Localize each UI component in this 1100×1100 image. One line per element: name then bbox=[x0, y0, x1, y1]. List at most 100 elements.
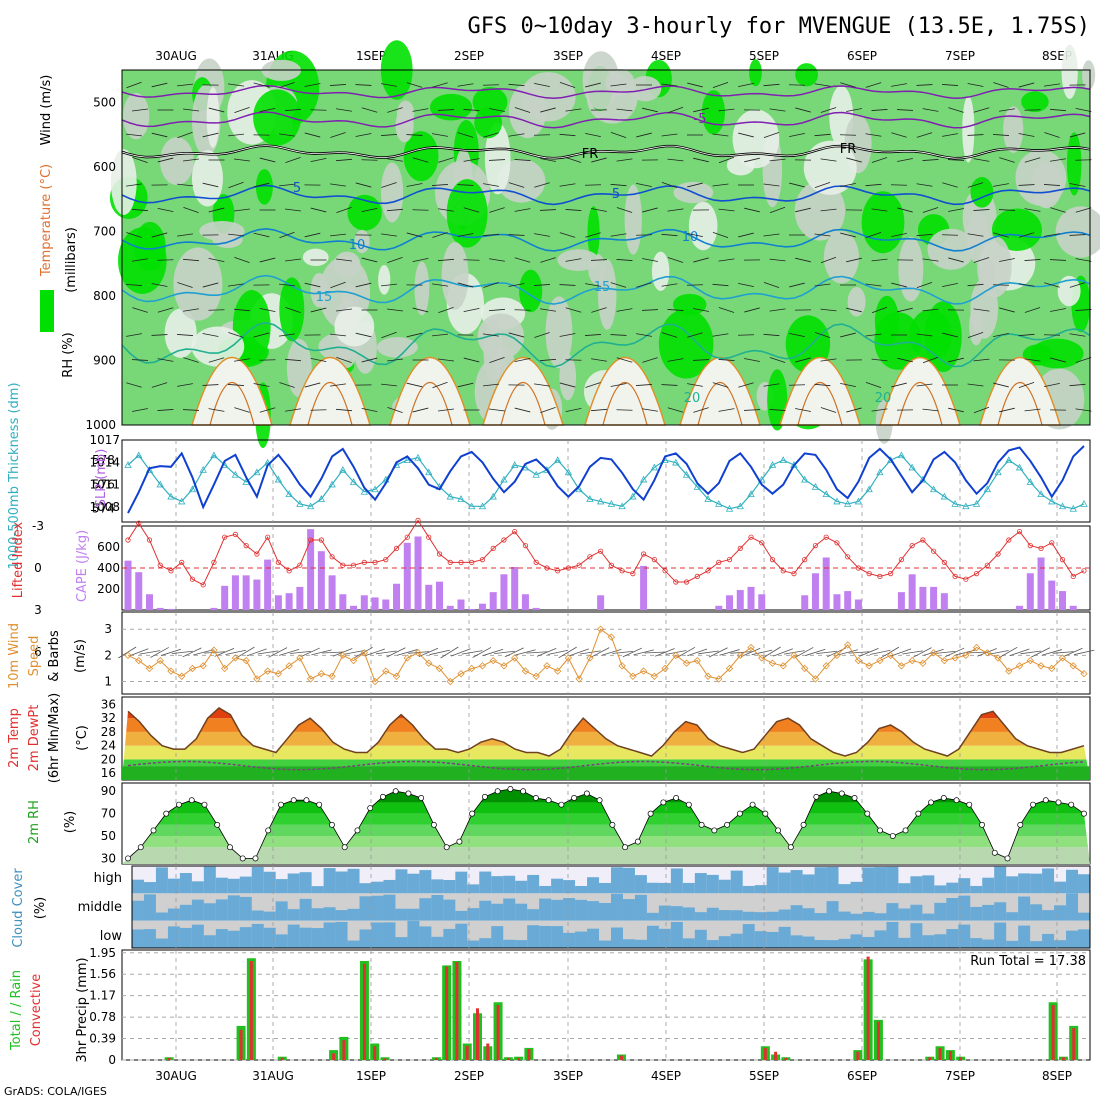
wind-barb bbox=[973, 158, 990, 162]
cloud-cell bbox=[227, 878, 241, 894]
thickness-point bbox=[135, 451, 143, 459]
wind10-point bbox=[210, 646, 218, 654]
wind10-point bbox=[199, 662, 207, 670]
rh-blob bbox=[1082, 60, 1096, 90]
wind-barb bbox=[202, 333, 219, 337]
cape-bar bbox=[231, 575, 239, 610]
cloud-cell bbox=[1042, 868, 1055, 894]
lifted-index-point bbox=[383, 556, 389, 563]
rh-bands bbox=[122, 789, 1090, 864]
lifted-index-point bbox=[297, 562, 303, 568]
rh-point bbox=[1068, 801, 1075, 808]
thickness-point bbox=[328, 480, 336, 488]
wind-barb bbox=[891, 232, 907, 238]
contour-label: FR bbox=[840, 142, 857, 157]
cloud-cell bbox=[455, 871, 468, 894]
wind-barb bbox=[738, 382, 754, 388]
rh-blob bbox=[970, 176, 994, 208]
wind10-barb bbox=[687, 648, 708, 657]
date-label-top: 7SEP bbox=[945, 49, 975, 63]
wind-barb bbox=[591, 157, 607, 163]
wind-barb bbox=[228, 332, 244, 338]
cloud-cell bbox=[143, 929, 157, 948]
wind-barb bbox=[610, 282, 627, 288]
cape-bar bbox=[521, 594, 529, 610]
rh-blob bbox=[1030, 338, 1084, 369]
thickness-frame bbox=[121, 439, 1091, 523]
wind-barb bbox=[508, 234, 525, 236]
cape-bar bbox=[350, 605, 358, 610]
wind-barb bbox=[386, 208, 404, 212]
wind-barb bbox=[738, 82, 754, 88]
rh-point bbox=[685, 801, 692, 808]
lifted-index-point bbox=[845, 554, 851, 560]
precip-conv-bar bbox=[373, 1046, 377, 1060]
wind-barb bbox=[151, 132, 168, 138]
rh2m-unit-label: (%) bbox=[63, 811, 78, 834]
wind-barb bbox=[228, 233, 244, 237]
wind10-point bbox=[1069, 662, 1077, 670]
lifted-index-point bbox=[941, 559, 947, 566]
wind-barb bbox=[584, 184, 602, 186]
wind-barb bbox=[234, 107, 250, 113]
wind-barb bbox=[540, 407, 556, 413]
cloud-cell bbox=[1078, 874, 1091, 894]
wind-barb bbox=[942, 182, 958, 188]
wind-barb bbox=[412, 257, 429, 263]
wind-barb bbox=[1024, 208, 1041, 212]
contour-label: 10 bbox=[682, 230, 699, 245]
rh-point bbox=[214, 821, 221, 828]
rh-point bbox=[609, 821, 616, 828]
cape-bar bbox=[1026, 573, 1034, 610]
cloud-cell bbox=[479, 871, 492, 894]
rh-point bbox=[749, 801, 756, 808]
wind-barb bbox=[482, 84, 500, 86]
date-label-top: 3SEP bbox=[553, 49, 583, 63]
wind-barb bbox=[310, 207, 327, 213]
wind-barb bbox=[616, 357, 633, 363]
cloud-cell bbox=[778, 909, 792, 921]
cloud-cell bbox=[155, 938, 169, 948]
wind10-point bbox=[983, 649, 992, 657]
cloud-cell bbox=[467, 908, 480, 921]
surface-plume-contour bbox=[897, 381, 943, 426]
cloud-cell bbox=[838, 911, 851, 921]
wind-barb bbox=[744, 157, 760, 163]
cloud-cell bbox=[946, 929, 959, 948]
wind-barb bbox=[999, 108, 1015, 112]
wind-barb bbox=[973, 406, 990, 414]
cape-bar bbox=[135, 572, 143, 610]
rh-blob bbox=[991, 208, 1042, 251]
wind-barb bbox=[947, 159, 965, 161]
cape-bar bbox=[736, 590, 744, 610]
wind-barb bbox=[693, 257, 709, 263]
wind-barb bbox=[635, 384, 653, 386]
lifted-index-point bbox=[168, 568, 174, 574]
freezing-level-inner bbox=[121, 145, 1091, 159]
wind-barb bbox=[712, 333, 729, 337]
wind-barb bbox=[610, 132, 627, 138]
wind10-barb bbox=[644, 651, 666, 654]
wind-barb bbox=[667, 257, 684, 263]
rh-point bbox=[979, 821, 985, 828]
wind-barb bbox=[610, 383, 627, 387]
rh-point bbox=[673, 795, 680, 801]
thickness-point bbox=[371, 485, 379, 493]
wind-barb bbox=[132, 408, 148, 412]
wind-barb bbox=[406, 332, 423, 338]
cape-bar bbox=[425, 584, 433, 610]
wind10-point bbox=[1080, 670, 1088, 678]
wind-barb bbox=[616, 207, 633, 213]
lifted-index-point bbox=[1038, 545, 1044, 552]
lifted-index-point bbox=[136, 520, 142, 526]
slp-tick-label: 1017 bbox=[89, 433, 120, 447]
wind-barb bbox=[642, 357, 658, 363]
cloud-cell bbox=[479, 900, 492, 921]
wind-barb bbox=[948, 257, 964, 263]
cape-bar bbox=[844, 591, 852, 610]
lifted-index-point bbox=[716, 559, 722, 566]
cloud-level-label: high bbox=[94, 871, 122, 886]
wind-barb bbox=[865, 283, 882, 287]
wind-barb bbox=[457, 83, 474, 87]
lifted-index-point bbox=[447, 559, 453, 566]
